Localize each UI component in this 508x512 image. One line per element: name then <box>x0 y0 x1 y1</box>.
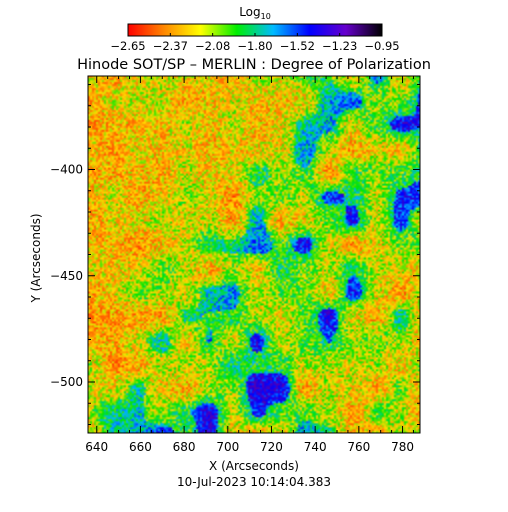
colorbar-tick-label: −1.52 <box>280 39 315 53</box>
x-tick-label: 700 <box>216 440 239 454</box>
x-axis-label: X (Arcseconds) <box>209 459 299 473</box>
colorbar-label-base: Log <box>239 5 260 19</box>
colorbar-tick-label: −1.80 <box>237 39 272 53</box>
y-axis-label: Y (Arcseconds) <box>29 213 43 303</box>
colorbar-tick-label: −0.95 <box>364 39 399 53</box>
y-tick-label: −450 <box>50 269 83 283</box>
colorbar-ticks: −2.65 −2.37 −2.08 −1.80 −1.52 −1.23 −0.95 <box>110 33 400 53</box>
colorbar-tick-label: −1.23 <box>322 39 357 53</box>
x-tick-label: 780 <box>391 440 414 454</box>
colorbar-tick-label: −2.37 <box>153 39 188 53</box>
chart-title: Hinode SOT/SP – MERLIN : Degree of Polar… <box>77 57 431 73</box>
colorbar-tick-label: −2.65 <box>110 39 145 53</box>
colorbar-label: Log10 <box>239 5 271 21</box>
x-tick-label: 660 <box>129 440 152 454</box>
colorbar-tick-label: −2.08 <box>195 39 230 53</box>
colorbar-label-sub: 10 <box>261 12 271 21</box>
x-axis-ticks: 640 660 680 700 720 740 760 780 <box>85 76 414 454</box>
x-tick-label: 680 <box>173 440 196 454</box>
polarization-map <box>88 76 420 433</box>
y-tick-label: −400 <box>50 163 83 177</box>
heatmap-image <box>88 76 420 433</box>
y-axis-ticks: −400 −450 −500 <box>50 84 420 425</box>
y-tick-label: −500 <box>50 375 83 389</box>
timestamp: 10-Jul-2023 10:14:04.383 <box>177 475 331 489</box>
x-tick-label: 640 <box>85 440 108 454</box>
x-tick-label: 720 <box>260 440 283 454</box>
x-tick-label: 740 <box>304 440 327 454</box>
x-tick-label: 760 <box>347 440 370 454</box>
